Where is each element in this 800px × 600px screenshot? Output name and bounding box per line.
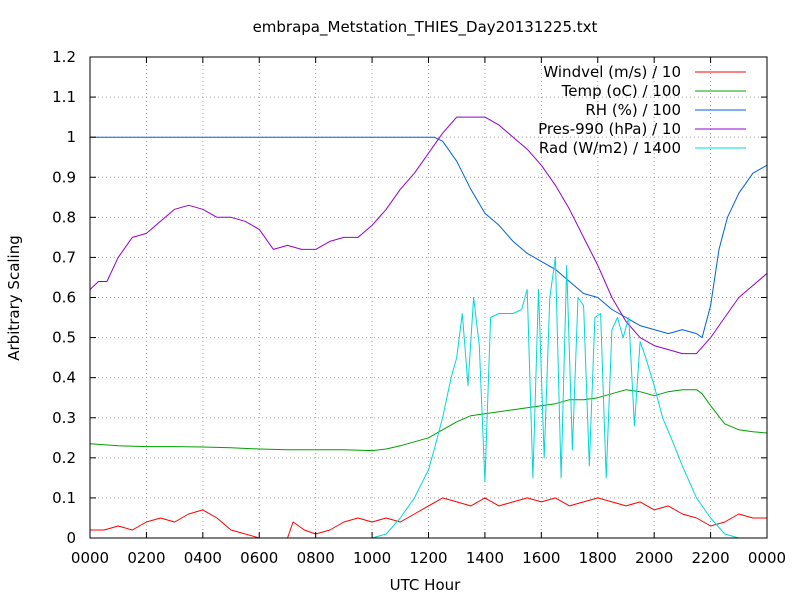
y-tick-label: 0.7 [52, 248, 76, 266]
x-tick-label: 1000 [353, 549, 391, 567]
ticks: 0 0.1 0.2 0.3 0.4 0.5 0.6 0.7 0.8 0.9 1 1.1 1.2 0000 0… [52, 48, 786, 567]
x-tick-label: 2200 [691, 549, 729, 567]
x-tick-label: 1200 [409, 549, 447, 567]
x-tick-label: 0000 [748, 549, 786, 567]
x-axis-label: UTC Hour [390, 576, 461, 594]
y-axis-label: Arbitrary Scaling [5, 235, 23, 361]
y-tick-label: 1 [66, 128, 76, 146]
series-line-2 [90, 136, 768, 339]
series-line-4 [90, 256, 767, 539]
legend-label-1: Temp (oC) / 100 [561, 82, 681, 100]
x-tick-label: 0400 [184, 549, 222, 567]
x-tick-label: 1400 [466, 549, 504, 567]
chart-title: embrapa_Metstation_THIES_Day20131225.txt [253, 18, 598, 37]
y-tick-label: 0.5 [52, 329, 76, 347]
legend-label-0: Windvel (m/s) / 10 [543, 63, 681, 81]
x-tick-label: 0800 [297, 549, 335, 567]
y-tick-label: 0.6 [52, 289, 76, 307]
y-tick-label: 0.3 [52, 409, 76, 427]
series-line-0 [90, 497, 767, 539]
y-tick-label: 1.1 [52, 88, 76, 106]
x-tick-label: 0600 [240, 549, 278, 567]
y-tick-label: 0.1 [52, 489, 76, 507]
y-tick-label: 0.4 [52, 369, 76, 387]
y-tick-label: 0.2 [52, 449, 76, 467]
y-tick-label: 0.8 [52, 208, 76, 226]
series-line-3 [89, 116, 768, 355]
x-tick-label: 1600 [522, 549, 560, 567]
legend-label-4: Rad (W/m2) / 1400 [539, 139, 681, 157]
y-tick-label: 0 [66, 529, 76, 547]
legend-label-3: Pres-990 (hPa) / 10 [538, 120, 681, 138]
legend-label-2: RH (%) / 100 [585, 101, 681, 119]
x-tick-label: 1800 [579, 549, 617, 567]
y-tick-label: 0.9 [52, 168, 76, 186]
series-layer [89, 116, 768, 539]
x-tick-label: 2000 [635, 549, 673, 567]
x-tick-label: 0000 [71, 549, 109, 567]
x-tick-label: 0200 [127, 549, 165, 567]
y-tick-label: 1.2 [52, 48, 76, 66]
series-line-1 [89, 389, 768, 452]
